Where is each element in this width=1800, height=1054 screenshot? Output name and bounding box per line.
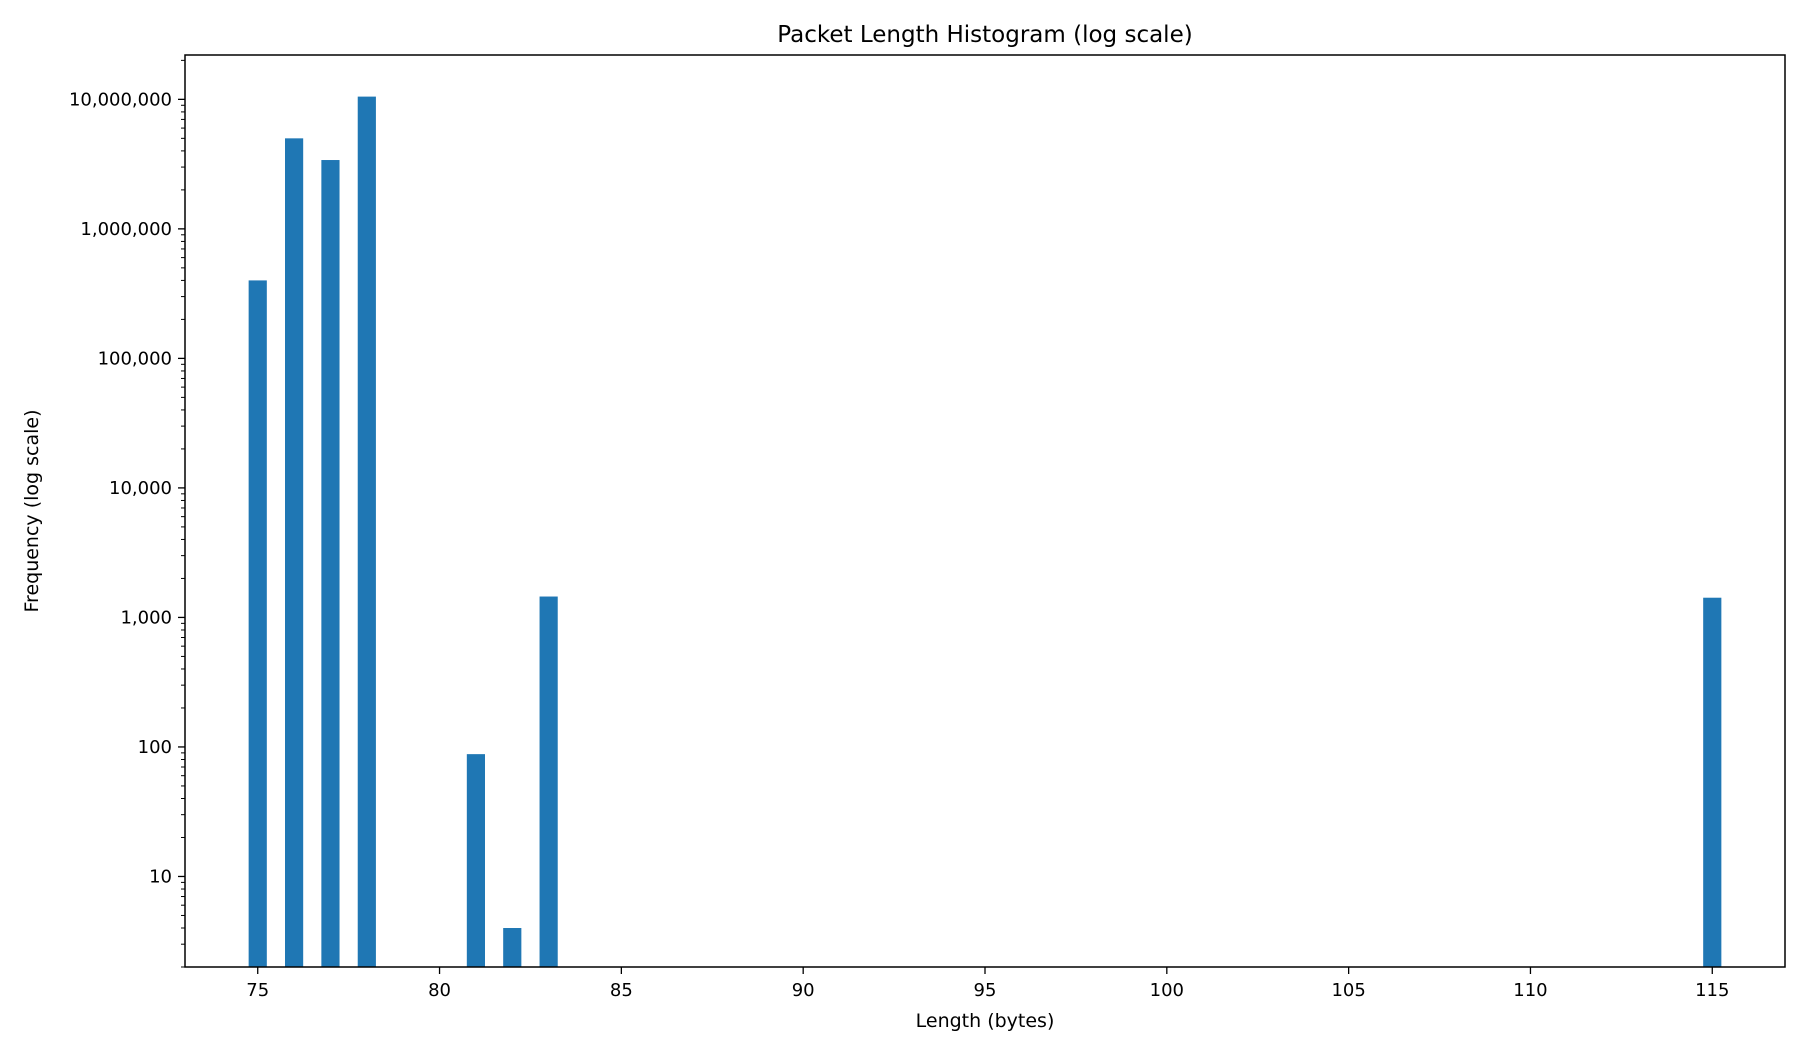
y-tick-label: 10 bbox=[149, 866, 172, 887]
histogram-bar-83 bbox=[539, 596, 558, 967]
x-tick-label: 85 bbox=[610, 980, 633, 1001]
plot-frame bbox=[184, 54, 1786, 968]
y-tick-label: 10,000 bbox=[109, 478, 172, 499]
histogram-bar-75 bbox=[248, 280, 267, 967]
y-tick-label: 100,000 bbox=[98, 348, 172, 369]
histogram-bar-115 bbox=[1703, 597, 1722, 967]
x-tick-label: 95 bbox=[974, 980, 997, 1001]
histogram-bar-76 bbox=[285, 138, 304, 968]
x-tick-label: 110 bbox=[1513, 980, 1547, 1001]
y-axis-ticks: 10 100 1,000 10,000 100,000 1,000,000 10,000,0… bbox=[69, 59, 185, 968]
y-tick-label: 100 bbox=[138, 737, 172, 758]
histogram-bar-81 bbox=[466, 754, 485, 967]
x-axis-label: Length (bytes) bbox=[916, 1010, 1055, 1032]
x-tick-label: 80 bbox=[428, 980, 451, 1001]
x-tick-label: 105 bbox=[1331, 980, 1365, 1001]
chart-title: Packet Length Histogram (log scale) bbox=[777, 22, 1192, 48]
histogram-bar-77 bbox=[321, 160, 340, 967]
x-tick-label: 100 bbox=[1150, 980, 1184, 1001]
x-tick-label: 90 bbox=[792, 980, 815, 1001]
x-tick-label: 115 bbox=[1695, 980, 1729, 1001]
x-axis-ticks: 75 80 85 90 95 100 105 110 115 bbox=[246, 967, 1729, 1001]
y-axis-label: Frequency (log scale) bbox=[21, 410, 43, 613]
histogram-bar-82 bbox=[503, 928, 522, 967]
y-tick-label: 10,000,000 bbox=[69, 89, 172, 110]
x-tick-label: 75 bbox=[246, 980, 269, 1001]
histogram-bar-78 bbox=[357, 96, 376, 968]
y-tick-label: 1,000,000 bbox=[80, 219, 172, 240]
bars-layer bbox=[248, 96, 1722, 968]
y-tick-label: 1,000 bbox=[120, 607, 172, 628]
